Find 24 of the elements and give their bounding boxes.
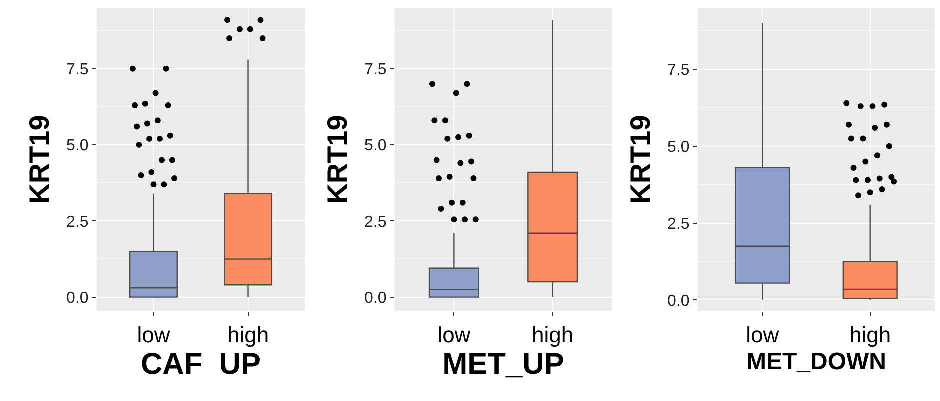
y-axis-title: KRT19 xyxy=(322,115,354,204)
y-tick-label: 2.5 xyxy=(668,216,690,233)
y-tick-label: 5.0 xyxy=(668,139,690,156)
y-tick-label: 2.5 xyxy=(66,214,89,231)
y-tick-label: 5.0 xyxy=(364,138,387,155)
x-tick-label: low xyxy=(438,322,471,348)
x-tick-label: low xyxy=(746,322,780,348)
x-tick-label: high xyxy=(850,322,892,348)
y-tick-label: 0.0 xyxy=(668,292,690,310)
x-tick-label: high xyxy=(532,322,574,348)
y-tick-label: 7.5 xyxy=(364,62,387,78)
x-axis-title: MET_UP xyxy=(442,348,564,381)
y-tick-label: 7.5 xyxy=(66,62,89,78)
y-tick-label: 2.5 xyxy=(364,214,387,231)
x-axis-title: MET_DOWN xyxy=(746,348,886,376)
x-tick-label: low xyxy=(137,322,170,348)
y-axis-title: KRT19 xyxy=(24,115,56,204)
y-tick-label: 0.0 xyxy=(66,290,89,307)
y-tick-label: 5.0 xyxy=(66,138,89,155)
x-tick-label: high xyxy=(227,322,270,348)
y-tick-label: 7.5 xyxy=(668,62,690,80)
y-tick-label: 0.0 xyxy=(364,290,387,307)
y-axis-title: KRT19 xyxy=(625,115,656,204)
x-axis-title: CAF UP xyxy=(141,348,261,381)
